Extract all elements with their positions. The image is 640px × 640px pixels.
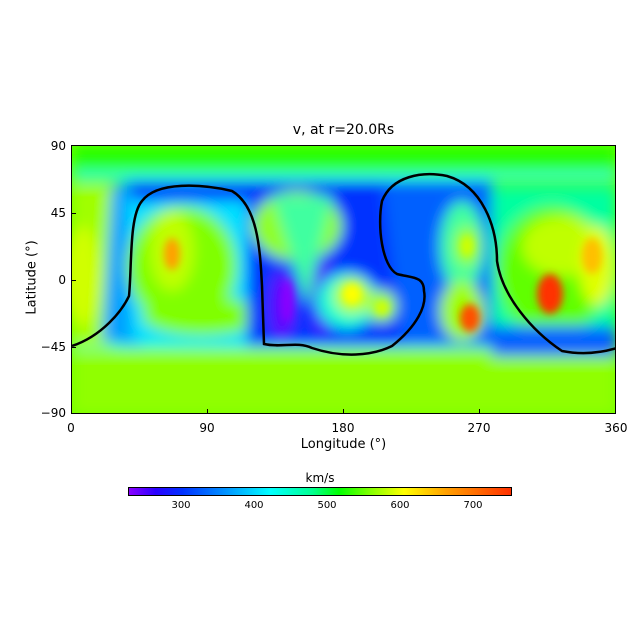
x-axis-label: Longitude (°) [300,437,387,452]
ytick-label: 45 [50,206,66,220]
colorbar-tick-label: 700 [463,500,483,511]
y-axis-label: Latitude (°) [24,240,40,315]
xtick-mark [207,409,208,414]
colorbar-tick-label: 300 [171,500,191,511]
heatmap-image [72,146,615,413]
heatmap-plot-area [71,145,616,414]
chart-title: v, at r=20.0Rs [292,122,395,138]
ytick-mark [71,280,76,281]
xtick-label: 90 [199,421,215,435]
xtick-mark [479,409,480,414]
ytick-label: 90 [50,139,66,153]
xtick-label: 270 [467,421,491,435]
neutral-line-contour [72,173,615,356]
colorbar-tick-label: 600 [390,500,410,511]
ytick-label: −90 [40,406,66,420]
ytick-label: −45 [40,340,66,354]
colorbar-label: km/s [305,471,335,485]
xtick-mark [343,409,344,414]
ytick-mark [71,347,76,348]
colorbar [128,487,512,496]
xtick-label: 360 [604,421,628,435]
xtick-label: 180 [331,421,355,435]
xtick-label: 0 [67,421,75,435]
colorbar-tick-label: 400 [244,500,264,511]
ytick-mark [71,213,76,214]
colorbar-tick-label: 500 [317,500,337,511]
ytick-label: 0 [58,273,66,287]
